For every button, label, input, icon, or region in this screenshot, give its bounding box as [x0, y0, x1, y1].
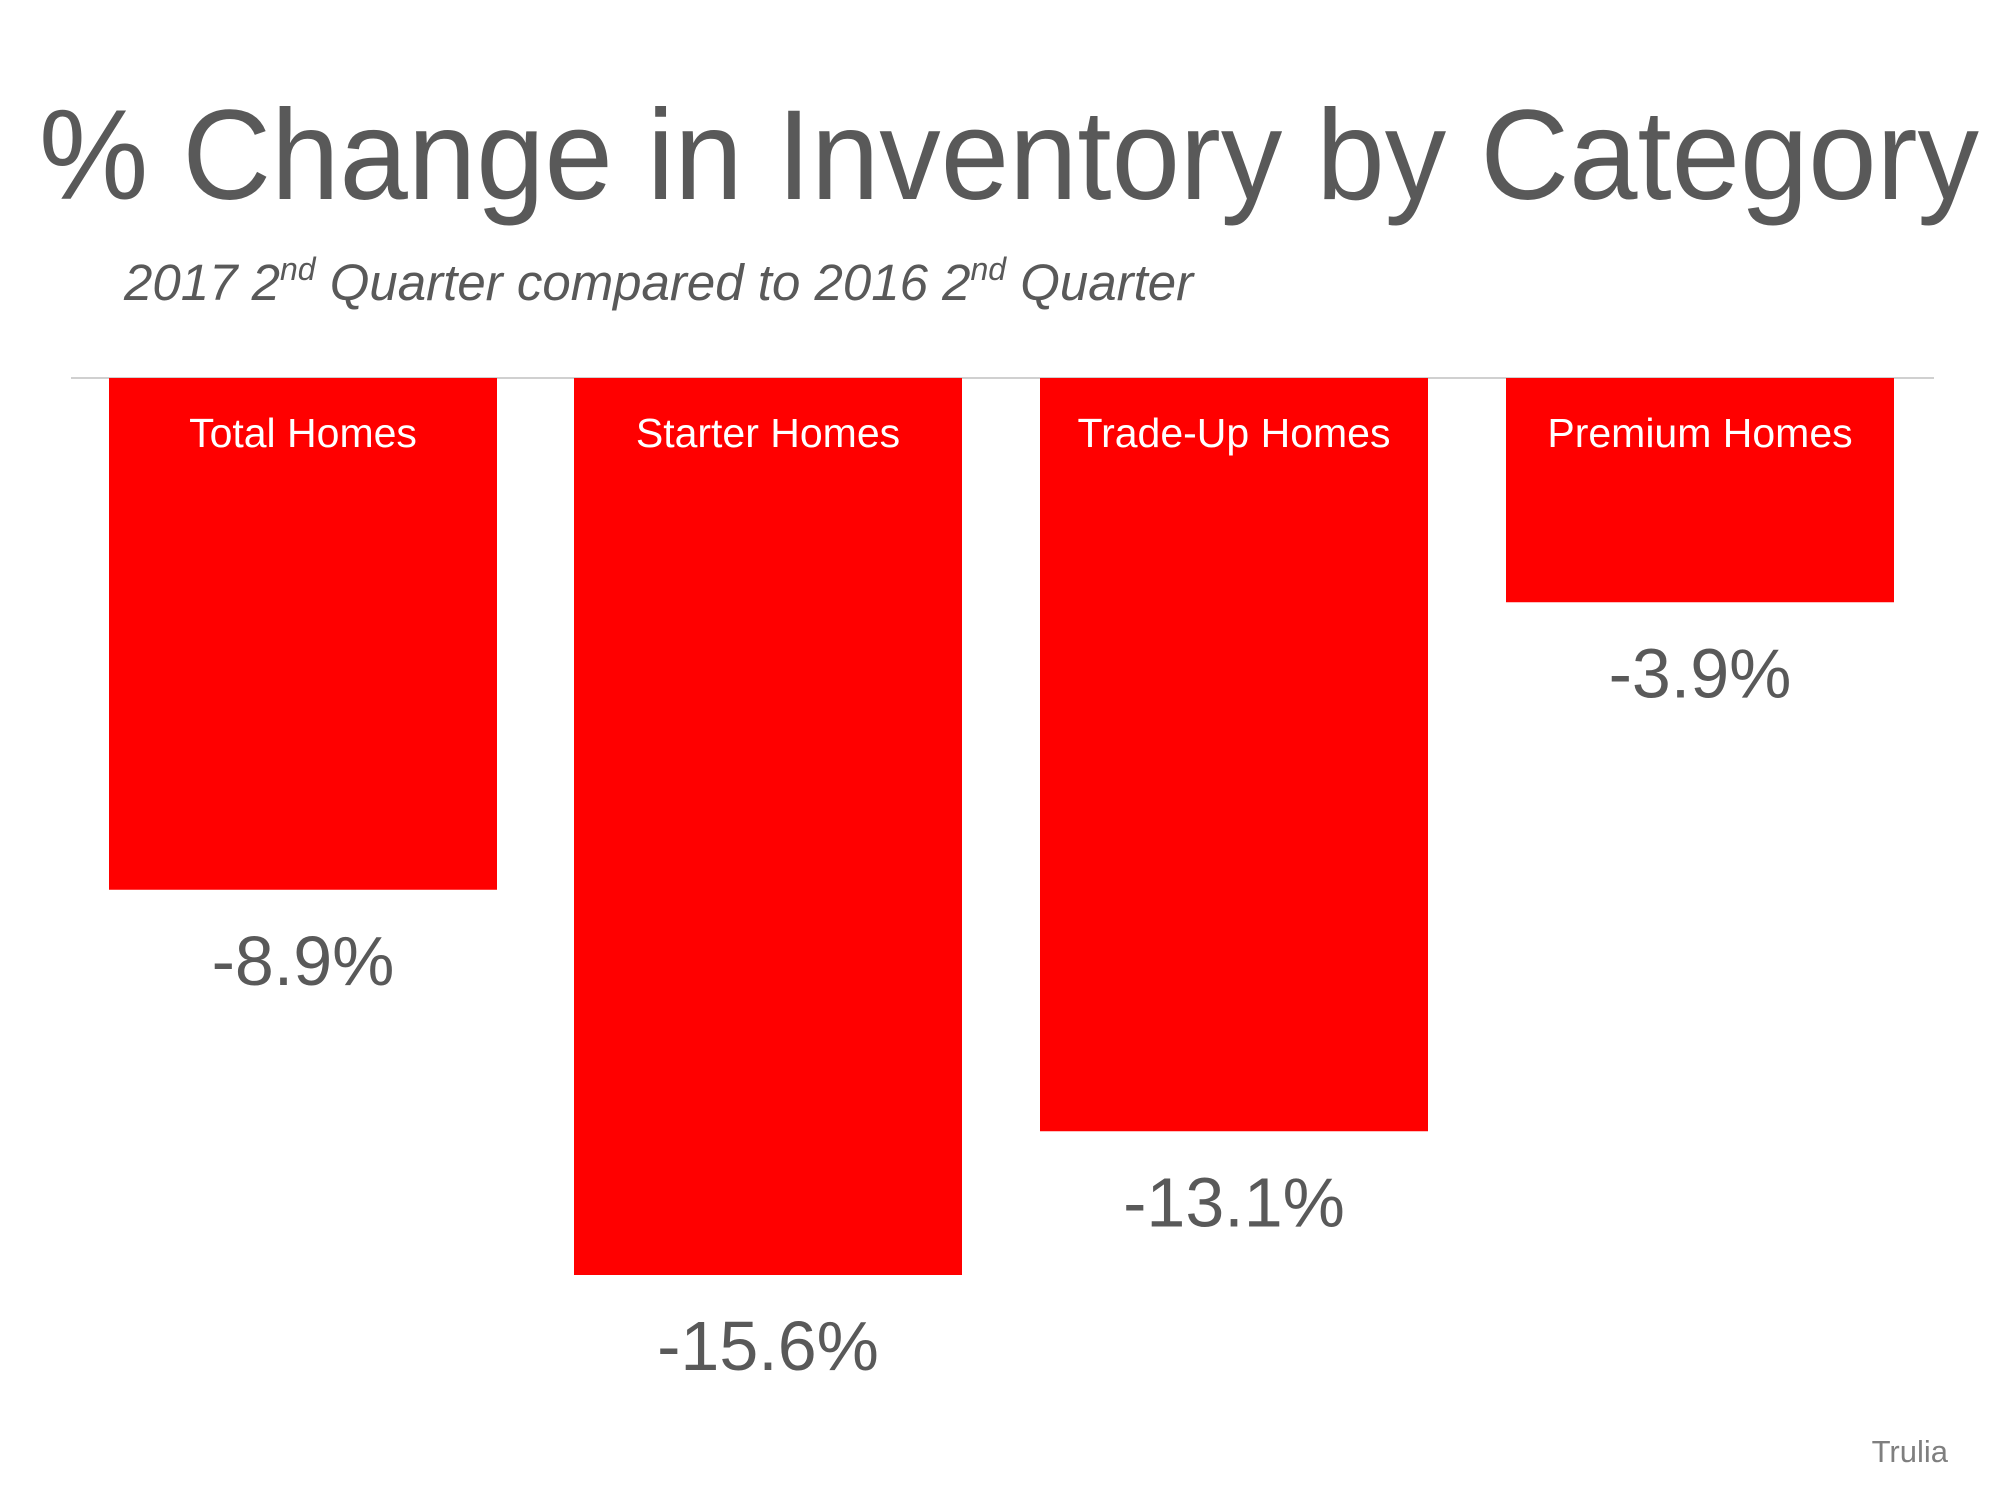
category-label: Trade-Up Homes	[1078, 410, 1391, 456]
chart-subtitle: 2017 2nd Quarter compared to 2016 2nd Qu…	[123, 251, 1195, 311]
category-label: Total Homes	[189, 410, 417, 456]
bar	[1506, 378, 1894, 603]
subtitle-part: Quarter	[1006, 254, 1195, 311]
source-label: Trulia	[1872, 1434, 1949, 1469]
value-label: -15.6%	[657, 1307, 879, 1385]
value-label: -3.9%	[1609, 634, 1792, 712]
subtitle-part: 2017 2	[123, 254, 280, 311]
subtitle-superscript: nd	[280, 251, 317, 287]
bar	[574, 378, 962, 1275]
value-label: -8.9%	[212, 922, 395, 1000]
chart-title: % Change in Inventory by Category	[39, 84, 1979, 227]
value-label: -13.1%	[1123, 1163, 1345, 1241]
subtitle-part: Quarter compared to 2016 2	[316, 254, 971, 311]
category-label: Premium Homes	[1547, 410, 1852, 456]
bars-group: Total Homes -8.9% Starter Homes -15.6% Trade…	[109, 378, 1894, 1385]
bar	[109, 378, 497, 890]
bar	[1040, 378, 1428, 1132]
subtitle-superscript: nd	[970, 251, 1007, 287]
category-label: Starter Homes	[636, 410, 900, 456]
